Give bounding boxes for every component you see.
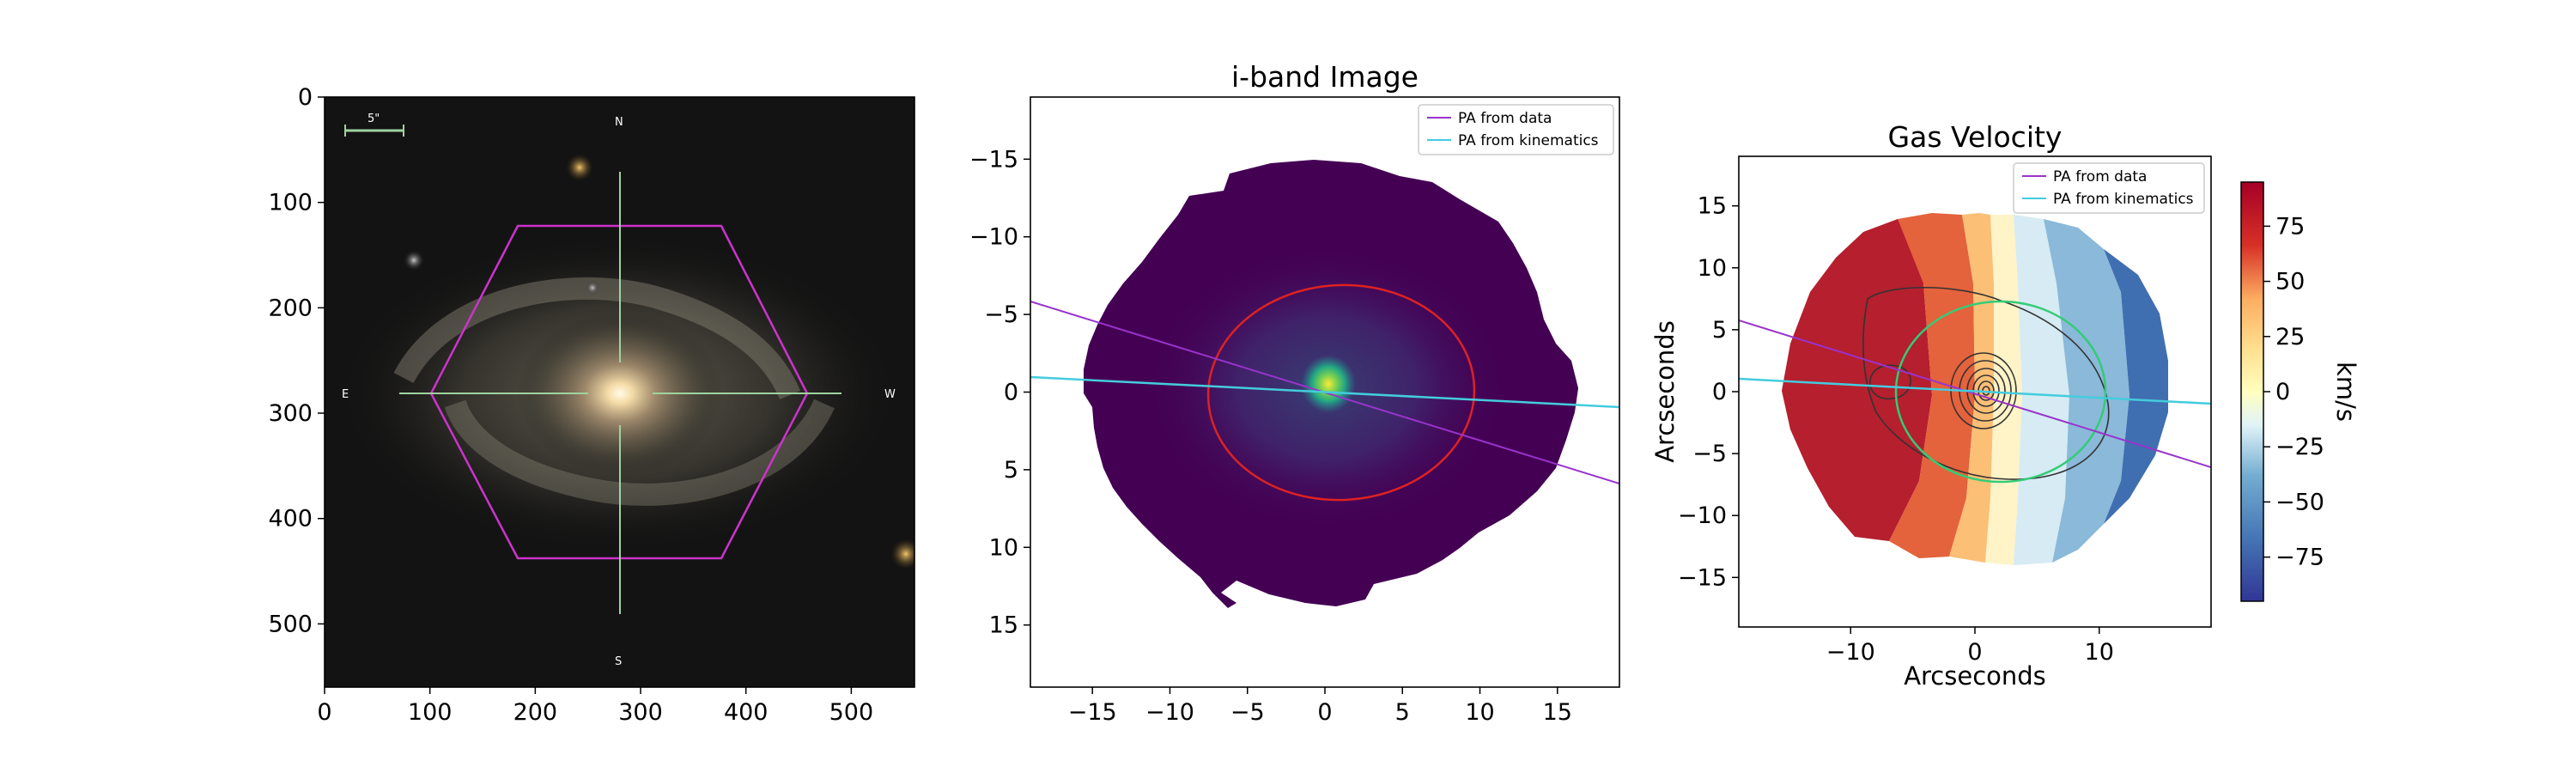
iband-x-tick-label: 5 — [1395, 699, 1410, 726]
sdss-x-tick-label: 300 — [618, 699, 663, 726]
iband-y-tick-label: −10 — [969, 224, 1018, 251]
galaxy-spiral-arm-upper — [393, 277, 801, 400]
velocity-legend: PA from data PA from kinematics — [2013, 162, 2205, 214]
panel-gas-velocity: Gas Velocity Arcseconds Arcseconds PA fr… — [1650, 120, 2360, 691]
iband-title: i-band Image — [1231, 60, 1419, 94]
iband-x-tick-label: −5 — [1230, 699, 1265, 726]
velocity-x-tick-label: −10 — [1826, 639, 1875, 666]
sdss-x-tick-label: 400 — [724, 699, 769, 726]
iband-x-tick-label: 0 — [1317, 699, 1332, 726]
velocity-y-tick-label: 0 — [1712, 379, 1727, 405]
compass-west-label: W — [884, 388, 896, 401]
sdss-y-tick-label: 0 — [298, 84, 313, 111]
velocity-aperture-ellipse — [1894, 300, 2107, 484]
velocity-x-tick-label: 0 — [1967, 639, 1982, 666]
pa-from-kinematics-line — [1030, 375, 1619, 409]
velocity-y-tick-label: −5 — [1692, 441, 1727, 467]
iband-x-tick-label: 15 — [1543, 699, 1572, 726]
velocity-y-tick-label: 5 — [1712, 317, 1727, 344]
legend-label-pa-kinematics: PA from kinematics — [1458, 132, 1599, 149]
sdss-y-tick-label: 400 — [268, 506, 313, 533]
velocity-colorbar: 75 50 25 0 −25 −50 −75 km/s — [2240, 181, 2360, 602]
colorbar-tick-label: 75 — [2275, 213, 2305, 240]
sdss-x-tick-label: 500 — [829, 699, 874, 726]
iband-y-tick-label: 15 — [989, 612, 1018, 639]
iband-y-tick-label: 0 — [1004, 380, 1018, 406]
iband-y-tick-label: −5 — [984, 301, 1018, 328]
legend-label-pa-data: PA from data — [2053, 168, 2147, 186]
sdss-y-tick-label: 300 — [268, 400, 313, 427]
colorbar-tick-label: 25 — [2275, 324, 2305, 350]
scale-bar-label: 5" — [368, 113, 380, 125]
iband-x-tick-label: −15 — [1068, 699, 1117, 726]
compass-south-label: S — [615, 655, 622, 668]
velocity-pa-data-line — [1739, 320, 2211, 468]
iband-axes: −15 −10 −5 0 5 10 15 −15 −10 −5 0 5 10 15 — [969, 96, 1620, 726]
velocity-x-tick-label: 10 — [2085, 639, 2114, 666]
colorbar-tick-label: −50 — [2275, 489, 2324, 515]
colorbar-tick-label: −25 — [2275, 434, 2324, 460]
scale-bar: 5" — [344, 113, 404, 137]
velocity-y-tick-label: 15 — [1698, 193, 1727, 220]
sdss-x-tick-label: 100 — [408, 699, 453, 726]
velocity-y-axis-label: Arcseconds — [1650, 320, 1680, 463]
colorbar-ticks: 75 50 25 0 −25 −50 −75 — [2263, 213, 2324, 571]
velocity-x-axis-label: Arcseconds — [1904, 661, 2046, 691]
velocity-y-tick-label: −10 — [1678, 502, 1727, 529]
iband-y-tick-label: 5 — [1004, 457, 1018, 484]
iband-y-tick-label: −15 — [969, 146, 1018, 173]
velocity-y-tick-label: −15 — [1678, 564, 1727, 591]
sdss-frame — [324, 96, 915, 688]
sdss-axes: 0 100 200 300 400 500 0 100 200 300 400 500 — [268, 84, 915, 726]
panel-sdss-image: 5" N S E W 0 100 200 300 400 500 0 100 200 300 400… — [268, 84, 915, 726]
legend-label-pa-kinematics: PA from kinematics — [2053, 191, 2194, 208]
iband-aperture-ellipse — [1206, 283, 1476, 502]
colorbar-tick-label: −75 — [2275, 545, 2324, 571]
velocity-pa-kinematics-line — [1739, 377, 2211, 405]
velocity-y-tick-label: 10 — [1698, 255, 1727, 282]
galaxy-spiral-arm-lower — [444, 399, 835, 506]
iband-x-tick-label: 10 — [1465, 699, 1494, 726]
panel-iband-image: i-band Image PA from data PA from kinema… — [969, 60, 1620, 726]
iband-bright-core — [1301, 355, 1356, 413]
velocity-field-map — [1782, 213, 2168, 565]
foreground-star — [586, 281, 599, 295]
foreground-star — [566, 154, 593, 181]
compass-east-label: E — [342, 388, 349, 401]
colorbar-tick-label: 50 — [2275, 269, 2305, 295]
velocity-title: Gas Velocity — [1888, 120, 2063, 154]
foreground-star — [404, 250, 424, 271]
iband-x-tick-label: −10 — [1145, 699, 1194, 726]
sdss-x-tick-label: 200 — [513, 699, 558, 726]
sdss-x-tick-label: 0 — [317, 699, 331, 726]
iband-y-tick-label: 10 — [989, 534, 1018, 561]
compass-north-label: N — [615, 116, 623, 129]
colorbar-tick-label: 0 — [2275, 379, 2290, 405]
colorbar-label: km/s — [2331, 362, 2360, 422]
sdss-y-tick-label: 200 — [268, 295, 313, 321]
galaxy-bulge — [517, 312, 723, 475]
iband-legend: PA from data PA from kinematics — [1418, 104, 1614, 155]
sdss-y-tick-label: 500 — [268, 611, 313, 637]
foreground-star — [890, 539, 914, 569]
colorbar-gradient — [2240, 181, 2264, 602]
velocity-axes: −10 0 10 15 10 5 0 −5 −10 −15 — [1678, 155, 2212, 666]
legend-label-pa-data: PA from data — [1458, 110, 1552, 127]
sdss-y-tick-label: 100 — [268, 190, 313, 216]
